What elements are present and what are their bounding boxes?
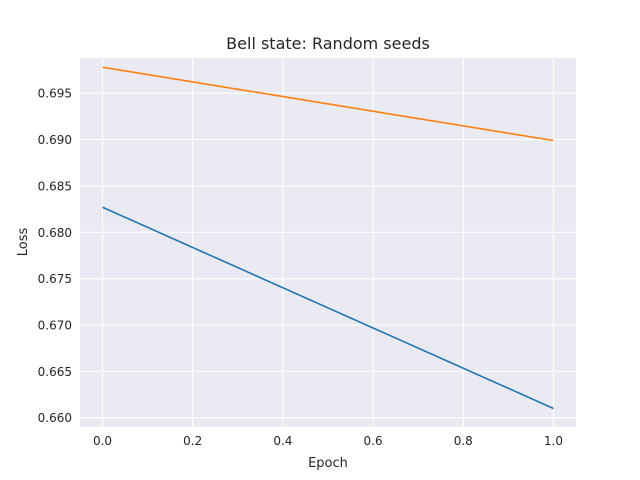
series-line-1 bbox=[102, 206, 554, 410]
y-tick-label: 0.695 bbox=[38, 87, 72, 101]
x-tick-labels: 0.0 0.2 0.4 0.6 0.8 1.0 bbox=[93, 434, 563, 448]
x-tick-label: 0.0 bbox=[93, 434, 112, 448]
series-line-2 bbox=[102, 66, 554, 142]
x-tick-label: 0.2 bbox=[183, 434, 202, 448]
x-tick-label: 0.4 bbox=[273, 434, 292, 448]
x-axis-label: Epoch bbox=[308, 456, 348, 471]
y-grid bbox=[80, 92, 576, 419]
y-tick-labels: 0.660 0.665 0.670 0.675 0.680 0.685 0.690 0.695 bbox=[38, 87, 72, 425]
y-tick-label: 0.660 bbox=[38, 411, 72, 425]
y-tick-label: 0.665 bbox=[38, 365, 72, 379]
plot-area bbox=[80, 58, 576, 427]
y-tick-label: 0.680 bbox=[38, 226, 72, 240]
y-axis-label: Loss bbox=[16, 228, 31, 257]
chart-title: Bell state: Random seeds bbox=[226, 34, 430, 53]
y-tick-label: 0.685 bbox=[38, 179, 72, 193]
x-grid bbox=[101, 58, 555, 427]
y-tick-label: 0.670 bbox=[38, 319, 72, 333]
x-tick-label: 0.6 bbox=[364, 434, 383, 448]
x-tick-label: 0.8 bbox=[454, 434, 473, 448]
y-tick-label: 0.690 bbox=[38, 133, 72, 147]
y-tick-label: 0.675 bbox=[38, 272, 72, 286]
series-group bbox=[102, 66, 554, 410]
x-tick-label: 1.0 bbox=[544, 434, 563, 448]
